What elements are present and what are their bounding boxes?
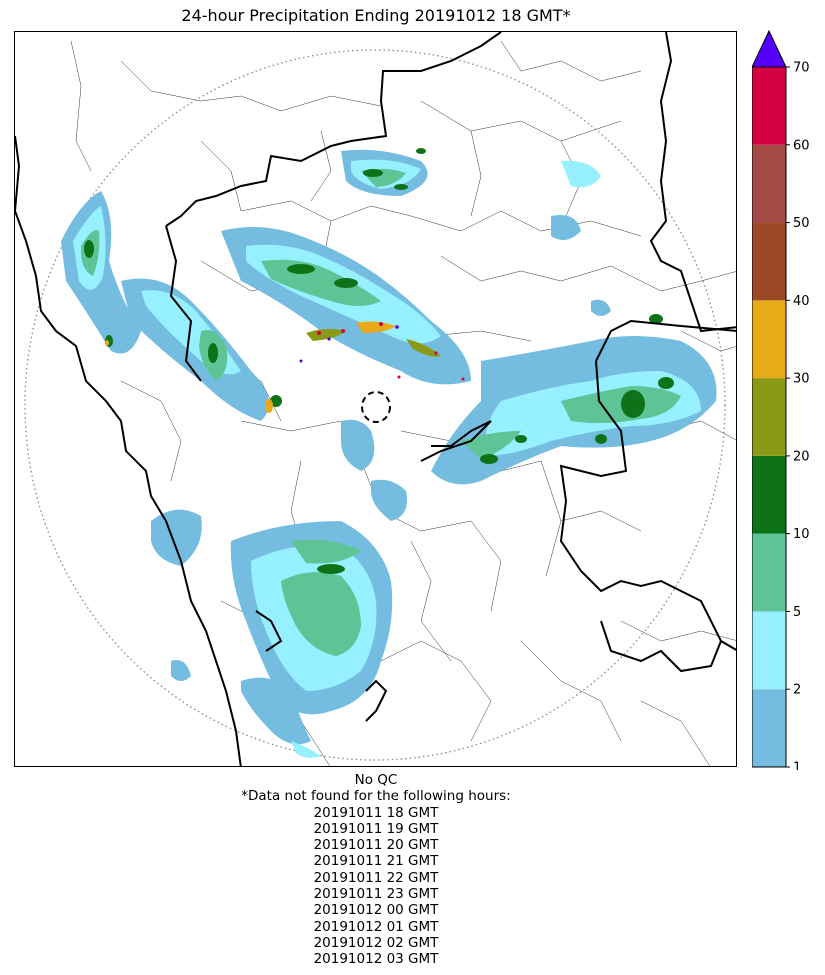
colorbar-segment xyxy=(752,611,786,690)
colorbar-segment xyxy=(752,689,786,767)
colorbar-tick-label: 40 xyxy=(793,294,810,309)
footer-notes: No QC *Data not found for the following … xyxy=(14,772,738,968)
colorbar-segment xyxy=(752,67,786,145)
map-title: 24-hour Precipitation Ending 20191012 18… xyxy=(181,6,571,25)
colorbar-tick-label: 30 xyxy=(793,372,810,387)
missing-hour: 20191012 00 GMT xyxy=(313,902,439,919)
missing-hour: 20191011 23 GMT xyxy=(313,886,439,903)
precip-20-plus xyxy=(105,321,465,413)
radar-map xyxy=(14,31,737,767)
precip-10-20 xyxy=(84,148,674,574)
missing-hour: 20191012 01 GMT xyxy=(313,918,439,935)
missing-hour: 20191011 22 GMT xyxy=(313,869,439,886)
colorbar-segment xyxy=(752,144,786,223)
colorbar-segment xyxy=(752,378,786,456)
colorbar-segment xyxy=(752,222,786,301)
colorbar-tick-label: 5 xyxy=(793,605,801,620)
state-boundaries xyxy=(15,32,736,766)
colorbar-tick-label: 10 xyxy=(793,527,810,542)
colorbar-segment xyxy=(752,300,786,379)
colorbar-segment xyxy=(752,533,786,612)
precip-colorbar: 1 2 5 10 20 30 40 50 60 70 xyxy=(752,30,810,771)
precip-2-5 xyxy=(73,159,701,758)
missing-hour: 20191011 20 GMT xyxy=(313,837,439,854)
colorbar-border xyxy=(752,66,787,768)
radar-site-marker xyxy=(361,391,391,423)
missing-hour: 20191011 18 GMT xyxy=(313,804,439,821)
colorbar-tick-label: 1 xyxy=(793,761,801,771)
missing-hour: 20191012 03 GMT xyxy=(313,951,439,968)
colorbar-tick-label: 20 xyxy=(793,449,810,464)
colorbar-tick-label: 70 xyxy=(793,61,810,76)
missing-data-note: *Data not found for the following hours: xyxy=(241,788,511,805)
missing-hour: 20191011 21 GMT xyxy=(313,853,439,870)
colorbar-tick-label: 50 xyxy=(793,216,810,231)
colorbar-tick-label: 60 xyxy=(793,138,810,153)
missing-hour: 20191011 19 GMT xyxy=(313,820,439,837)
radar-range-ring xyxy=(24,49,726,761)
colorbar-tick-label: 2 xyxy=(793,683,801,698)
qc-note: No QC xyxy=(354,772,398,788)
colorbar-extend-arrow xyxy=(752,30,787,68)
colorbar-segment xyxy=(752,455,786,534)
missing-hour: 20191012 02 GMT xyxy=(313,934,439,951)
precip-1-2 xyxy=(61,149,717,745)
